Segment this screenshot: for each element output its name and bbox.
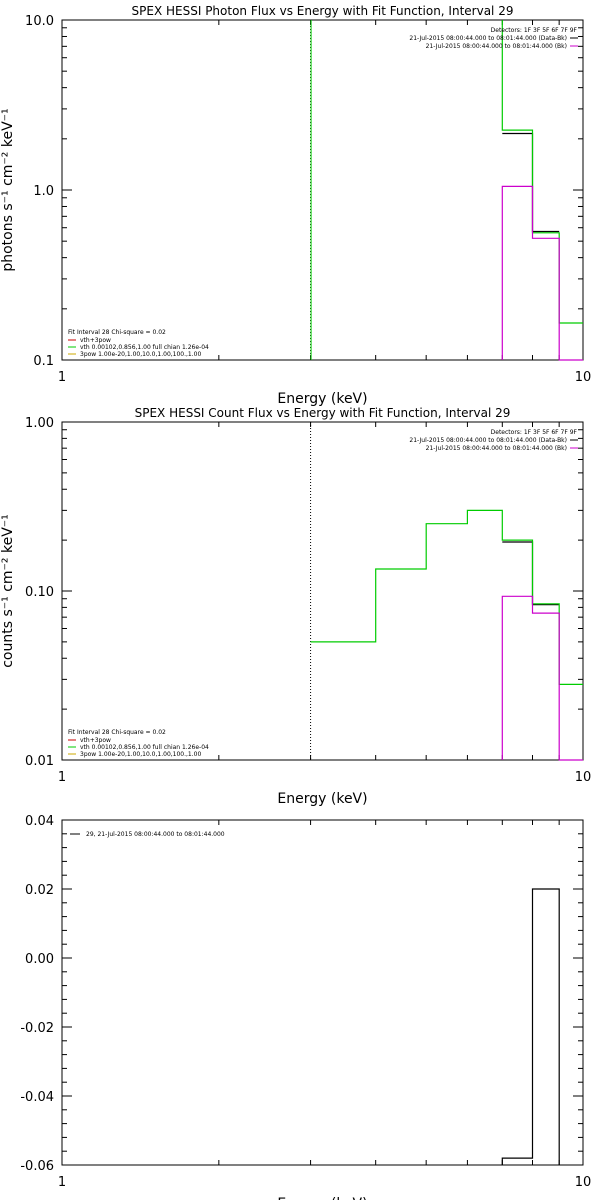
y-tick-label: 0.00	[25, 952, 54, 967]
histogram-series-0	[501, 888, 560, 1165]
y-tick-label: 0.01	[25, 754, 54, 769]
chart-title: SPEX HESSI Count Flux vs Energy with Fit…	[135, 406, 511, 420]
x-tick-label: 1	[58, 770, 66, 785]
y-tick-label: -0.06	[20, 1159, 54, 1174]
fit-legend-entry: 3pow 1.00e-20,1.00,10.0,1.00,100.,1.00	[80, 351, 201, 358]
x-tick-label: 10	[575, 370, 592, 385]
x-axis-label: Energy (keV)	[277, 391, 367, 407]
histogram-series-1	[501, 20, 583, 324]
y-tick-label: 0.02	[25, 883, 54, 898]
x-axis-label: Energy (keV)	[277, 791, 367, 807]
x-tick-label: 1	[58, 1175, 66, 1190]
plot-frame	[61, 19, 584, 361]
histogram-series-1	[310, 509, 583, 686]
histogram-series-2	[501, 595, 583, 761]
fit-legend-entry: vth+3pow	[80, 337, 111, 344]
histogram-series-0	[502, 541, 560, 606]
legend-header: Detectors: 1F 3F 5F 6F 7F 9F	[491, 27, 578, 34]
legend-header: Detectors: 1F 3F 5F 6F 7F 9F	[491, 429, 578, 436]
y-tick-label: 1.00	[25, 416, 54, 431]
histogram-series-0	[502, 132, 560, 233]
y-tick-label: 0.10	[25, 585, 54, 600]
y-tick-label: -0.04	[20, 1090, 54, 1105]
x-tick-label: 10	[575, 770, 592, 785]
y-tick-label: 0.1	[33, 354, 54, 369]
histogram-series-2	[501, 185, 583, 361]
fit-legend-header: Fit Interval 28 Chi-square = 0.02	[68, 729, 166, 736]
fit-legend-entry: vth 0.00102,0.856,1.00 full chian 1.26e-…	[80, 344, 209, 351]
fit-legend-entry: vth 0.00102,0.856,1.00 full chian 1.26e-…	[80, 744, 209, 751]
y-tick-label: 10.0	[25, 14, 54, 29]
y-axis-label: photons s⁻¹ cm⁻² keV⁻¹	[0, 108, 16, 271]
y-tick-label: -0.02	[20, 1021, 54, 1036]
x-tick-label: 10	[575, 1175, 592, 1190]
fit-legend-entry: vth+3pow	[80, 737, 111, 744]
chart-title: SPEX HESSI Photon Flux vs Energy with Fi…	[132, 4, 514, 18]
y-tick-label: 0.04	[25, 814, 54, 829]
legend-entry: 21-Jul-2015 08:00:44.000 to 08:01:44.000…	[409, 437, 567, 444]
x-axis-label: Energy (keV)	[277, 1196, 367, 1200]
y-axis-label: counts s⁻¹ cm⁻² keV⁻¹	[0, 514, 16, 668]
legend-entry: 21-Jul-2015 08:00:44.000 to 08:01:44.000…	[426, 445, 567, 452]
legend-entry: 21-Jul-2015 08:00:44.000 to 08:01:44.000…	[409, 35, 567, 42]
plot-frame	[61, 819, 584, 1166]
plot-frame	[61, 421, 584, 761]
legend-entry: 29, 21-Jul-2015 08:00:44.000 to 08:01:44…	[86, 831, 225, 838]
x-tick-label: 1	[58, 370, 66, 385]
legend-entry: 21-Jul-2015 08:00:44.000 to 08:01:44.000…	[426, 43, 567, 50]
y-tick-label: 1.0	[33, 184, 54, 199]
fit-legend-header: Fit Interval 28 Chi-square = 0.02	[68, 329, 166, 336]
fit-legend-entry: 3pow 1.00e-20,1.00,10.0,1.00,100.,1.00	[80, 751, 201, 758]
